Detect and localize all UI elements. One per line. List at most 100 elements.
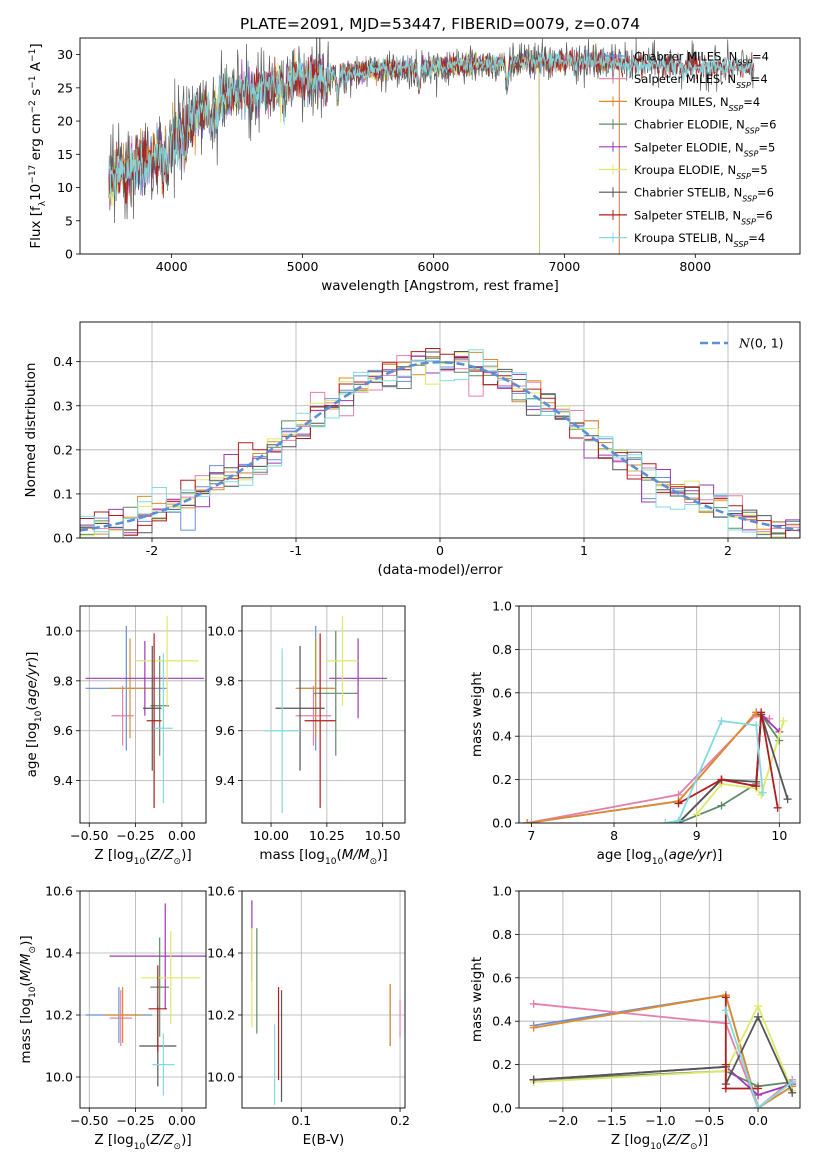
y-axis-label: mass weight (469, 672, 485, 757)
y-tick-label: 0.4 (492, 1014, 512, 1029)
weight-line-kroupa-elodie (529, 1002, 797, 1095)
age-vs-Z-plot-area (85, 615, 205, 809)
x-tick-label: 8000 (679, 259, 711, 274)
y-tick-label: 0 (65, 247, 73, 262)
residuals-frame (79, 321, 801, 539)
x-tick-label: −0.5 (694, 1113, 724, 1128)
errorbar-kroupa-miles (107, 638, 153, 739)
mass-weight-vs-Z-frame (518, 890, 801, 1109)
legend-label-salpeter-elodie: Salpeter ELODIE, NSSP=5 (634, 140, 775, 158)
legend-label-kroupa-elodie: Kroupa ELODIE, NSSP=5 (634, 163, 768, 181)
age-vs-mass-panel: 10.00 10.25 10.50 9.4 9.6 9.8 10.0 mass [log10(… (207, 605, 406, 867)
weight-line-chabrier-stelib (529, 1012, 797, 1097)
residuals-legend: N(0, 1) (700, 336, 784, 351)
weight-line-salpeter-stelib (721, 993, 763, 1093)
x-tick-label: 10.50 (365, 828, 401, 843)
errorbar-salpeter-miles (109, 990, 132, 1046)
x-tick-label: 0.1 (291, 1113, 311, 1128)
y-tick-label: 10.2 (45, 1008, 73, 1023)
mass-vs-EBV-frame (241, 890, 406, 1109)
x-tick-label: 0.00 (168, 1113, 196, 1128)
x-axis-label: wavelength [Angstrom, rest frame] (321, 278, 559, 294)
y-tick-label: 0.6 (492, 685, 512, 700)
y-tick-label: 10.0 (207, 1070, 235, 1085)
x-tick-label: 0.00 (168, 828, 196, 843)
x-axis-label: age [log10(age/yr)] (597, 847, 723, 867)
spectrum-plot-area (108, 38, 755, 254)
weight-line-salpeter-miles (523, 710, 774, 823)
errorbar-salpeter-elodie (109, 903, 206, 1009)
errorbar-salpeter-elodie (85, 640, 205, 716)
y-tick-label: 0.0 (492, 816, 512, 831)
legend-label-normal: N(0, 1) (738, 336, 784, 351)
x-tick-label: 1 (580, 543, 588, 558)
spectrum-line-kroupa-stelib (108, 50, 755, 198)
y-tick-label: 10 (57, 180, 73, 195)
x-tick-label: −0.25 (116, 828, 154, 843)
y-axis-label: Normed distribution (23, 363, 39, 498)
y-tick-label: 10.6 (207, 884, 235, 899)
errorbar-kroupa-stelib (154, 653, 173, 804)
x-tick-label: 10 (771, 828, 787, 843)
x-tick-label: 8 (610, 828, 618, 843)
x-tick-label: 7000 (548, 259, 580, 274)
y-tick-label: 5 (65, 213, 73, 228)
y-tick-label: 0.0 (492, 1101, 512, 1116)
y-tick-label: 25 (57, 80, 73, 95)
x-tick-label: −0.50 (70, 828, 108, 843)
y-axis-label: age [log10(age/yr)] (24, 652, 44, 778)
legend-label-chabrier-stelib: Chabrier STELIB, NSSP=6 (634, 186, 774, 204)
age-vs-Z-panel: −0.50 −0.25 0.00 9.4 9.6 9.8 10.0 Z [log10(Z/Z⊙… (24, 605, 207, 867)
mass-weight-vs-age-frame (518, 605, 801, 824)
y-tick-label: 0.8 (492, 927, 512, 942)
x-axis-label: E(B-V) (303, 1132, 345, 1148)
mass-vs-Z-plot-area (85, 903, 206, 1096)
x-tick-label: 2 (724, 543, 732, 558)
errorbar-kroupa-stelib (264, 648, 301, 814)
x-tick-label: −1.5 (597, 1113, 627, 1128)
y-tick-label: 10.0 (207, 623, 235, 638)
legend-label-chabrier-miles: Chabrier MILES, NSSP=4 (634, 50, 769, 68)
x-tick-label: 6000 (418, 259, 450, 274)
mass-weight-vs-Z-panel: −2.0 −1.5 −1.0 −0.5 0.0 0.0 0.2 0.4 0.6 0.8 1.0 Z [… (469, 884, 801, 1152)
legend-label-salpeter-miles: Salpeter MILES, NSSP=4 (634, 72, 768, 90)
spectrum-legend: Chabrier MILES, NSSP=4 Salpeter MILES, NS… (599, 50, 776, 249)
spectrum-frame (79, 37, 801, 255)
y-tick-label: 9.8 (215, 673, 235, 688)
errorbar-salpeter-elodie (329, 638, 388, 719)
x-tick-label: −0.50 (70, 1113, 108, 1128)
x-tick-label: 9 (693, 828, 701, 843)
y-tick-label: 0.6 (492, 970, 512, 985)
y-tick-label: 10.6 (45, 884, 73, 899)
y-tick-label: 0.2 (53, 442, 73, 457)
spectrum-panel: 4000 5000 6000 7000 8000 0 5 10 15 20 25 30 waveleng… (28, 37, 801, 294)
errorbar-kroupa-miles (104, 987, 142, 1043)
x-tick-label: 4000 (156, 259, 188, 274)
y-tick-label: 9.6 (53, 723, 73, 738)
errorbar-kroupa-elodie (141, 931, 201, 1025)
errorbar-chabrier-elodie (150, 937, 169, 1037)
weight-line-salpeter-stelib (674, 708, 782, 812)
x-tick-label: 10.00 (253, 828, 289, 843)
mass-vs-Z-frame (79, 890, 207, 1109)
weight-line-kroupa-stelib (661, 717, 767, 823)
x-axis-label: (data-model)/error (377, 562, 503, 578)
errorbar-salpeter-stelib (146, 633, 162, 809)
legend-label-kroupa-stelib: Kroupa STELIB, NSSP=4 (634, 231, 765, 249)
errorbar-salpeter-stelib (304, 633, 336, 809)
errorbar-kroupa-miles (295, 638, 336, 739)
legend-label-kroupa-miles: Kroupa MILES, NSSP=4 (634, 95, 760, 113)
y-tick-label: 9.8 (53, 673, 73, 688)
x-tick-label: −2.0 (548, 1113, 578, 1128)
x-tick-label: 10.25 (309, 828, 345, 843)
y-tick-label: 10.0 (45, 623, 73, 638)
y-tick-label: 0.0 (53, 531, 73, 546)
x-tick-label: 5000 (287, 259, 319, 274)
errorbar-chabrier-stelib (275, 645, 325, 771)
y-tick-label: 10.0 (45, 1070, 73, 1085)
y-tick-label: 15 (57, 147, 73, 162)
y-tick-label: 0.3 (53, 398, 73, 413)
legend-label-chabrier-elodie: Chabrier ELODIE, NSSP=6 (634, 118, 776, 136)
errorbar-chabrier-elodie (313, 630, 359, 756)
errorbar-kroupa-elodie (135, 615, 199, 706)
